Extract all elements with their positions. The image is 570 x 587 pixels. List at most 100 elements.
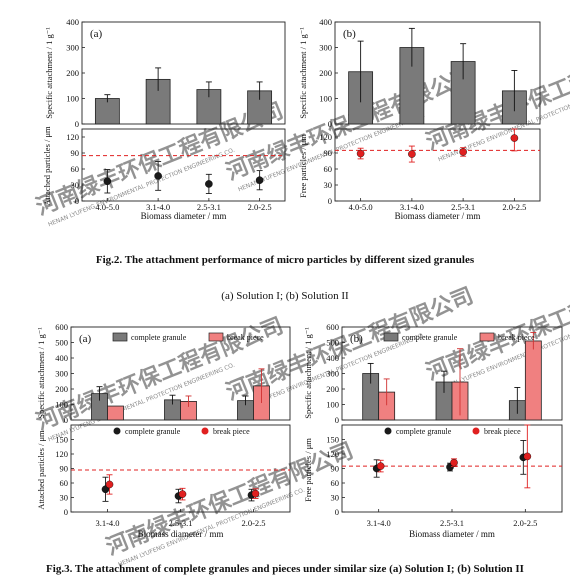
top-y-tick-label: 0 [75, 119, 79, 129]
x-axis-label: Biomass diameter / mm [141, 211, 227, 221]
panel-label: (a) [79, 333, 92, 345]
x-tick-label: 2.5-3.1 [168, 518, 192, 528]
chart-fig3a: (a) 0 100 200 300 400 500 600 0 30 60 90 120 150 Speci… [36, 322, 291, 539]
data-point [154, 172, 162, 180]
top-y-tick-label: 300 [319, 43, 332, 53]
data-point [510, 134, 519, 142]
top-y-tick-label: 100 [326, 400, 339, 410]
x-tick-label: 4.0-5.0 [349, 202, 373, 212]
data-point [356, 149, 365, 158]
x-tick-label: 2.0-2.5 [248, 202, 272, 212]
data-point [178, 490, 187, 498]
chart-fig2a: (a) 0 100 200 300 400 0 30 60 90 120 Specific attac… [42, 17, 286, 221]
top-y-tick-label: 100 [55, 400, 68, 410]
bottom-y-tick-label: 90 [331, 464, 340, 474]
x-axis-label: Biomass diameter / mm [138, 529, 224, 539]
fig2-subcaption: (a) Solution I; (b) Solution II [221, 290, 349, 302]
bottom-y-tick-label: 0 [75, 196, 79, 206]
legend-label-complete: complete granule [125, 427, 181, 436]
bottom-y-tick-label: 60 [331, 478, 340, 488]
top-y-tick-label: 200 [326, 384, 339, 394]
x-tick-label: 3.1-4.0 [146, 202, 170, 212]
legend-label-break: break piece [213, 427, 250, 436]
legend-point-complete [113, 427, 121, 435]
data-point [376, 462, 385, 470]
bottom-y-tick-label: 30 [331, 493, 340, 503]
bar [524, 340, 542, 421]
legend-swatch-break [479, 332, 495, 342]
top-y-tick-label: 400 [319, 17, 332, 27]
top-y-tick-label: 400 [326, 353, 339, 363]
bottom-y-tick-label: 60 [60, 478, 69, 488]
x-tick-label: 3.1-4.0 [95, 518, 119, 528]
data-point [251, 489, 260, 498]
legend-label-complete: complete granule [131, 333, 187, 342]
bottom-y-tick-label: 90 [60, 464, 69, 474]
top-y-axis-label: Specific attachment / 1 g⁻¹ [44, 27, 54, 119]
legend-label-break: break piece [227, 333, 264, 342]
bottom-y-tick-label: 60 [71, 164, 80, 174]
x-tick-label: 2.5-3.1 [451, 202, 475, 212]
legend-point-break [472, 427, 480, 435]
data-point [408, 150, 416, 158]
bottom-y-axis-label: Attached particles / μm [42, 126, 52, 206]
top-y-tick-label: 200 [66, 68, 79, 78]
data-point [103, 177, 112, 186]
bottom-y-axis-label: Attached particles / μm [36, 430, 46, 510]
top-y-tick-label: 300 [66, 43, 79, 53]
legend-swatch-break [208, 332, 224, 342]
bar [399, 47, 425, 125]
data-point [523, 452, 532, 461]
data-point [450, 458, 458, 467]
top-y-tick-label: 400 [55, 353, 68, 363]
legend-label-break: break piece [484, 427, 521, 436]
bottom-y-tick-label: 150 [326, 435, 339, 445]
panel-label: (b) [350, 333, 363, 345]
legend-label-complete: complete granule [396, 427, 452, 436]
top-y-tick-label: 500 [55, 338, 68, 348]
chart-fig3b: (b) 0 100 200 300 400 500 600 0 30 60 90 120 150 Speci… [303, 322, 563, 539]
bottom-y-tick-label: 0 [335, 507, 339, 517]
top-y-tick-label: 300 [55, 369, 68, 379]
bottom-y-axis-label: Free particles / μm [303, 438, 313, 502]
x-tick-label: 2.0-2.5 [513, 518, 537, 528]
top-y-tick-label: 100 [66, 94, 79, 104]
data-point [105, 480, 114, 489]
legend-point-break [201, 427, 209, 435]
bottom-y-tick-label: 90 [324, 148, 333, 158]
bottom-plot-frame [81, 128, 286, 202]
bottom-y-tick-label: 30 [324, 180, 333, 190]
bottom-plot-frame [334, 128, 541, 202]
bottom-y-tick-label: 120 [66, 132, 79, 142]
data-point [255, 176, 264, 184]
bottom-y-axis-label: Free particles / μm [298, 134, 308, 198]
data-point [205, 180, 213, 188]
bottom-y-tick-label: 120 [55, 449, 68, 459]
bottom-y-tick-label: 150 [55, 435, 68, 445]
top-y-tick-label: 100 [319, 94, 332, 104]
watermark-text: 河南绿丰环保工程有限公司 [103, 438, 358, 561]
x-tick-label: 2.5-3.1 [440, 518, 464, 528]
top-y-axis-label: Specific attachment / 1 g⁻¹ [36, 327, 46, 419]
top-y-tick-label: 200 [55, 384, 68, 394]
bottom-y-tick-label: 30 [71, 180, 80, 190]
bottom-y-tick-label: 0 [328, 196, 332, 206]
top-y-tick-label: 600 [55, 322, 68, 332]
bottom-y-tick-label: 0 [64, 507, 68, 517]
bottom-y-tick-label: 60 [324, 164, 333, 174]
legend-label-break: break piece [498, 333, 535, 342]
top-y-tick-label: 300 [326, 369, 339, 379]
panel-label: (b) [343, 28, 356, 40]
x-tick-label: 2.5-3.1 [197, 202, 221, 212]
top-y-axis-label: Specific attachment / 1 g⁻¹ [298, 27, 308, 119]
bar [107, 405, 124, 421]
x-tick-label: 3.1-4.0 [400, 202, 424, 212]
x-tick-label: 2.0-2.5 [241, 518, 265, 528]
x-tick-label: 3.1-4.0 [367, 518, 391, 528]
top-y-tick-label: 600 [326, 322, 339, 332]
bottom-y-tick-label: 120 [319, 132, 332, 142]
fig2-caption: Fig.2. The attachment performance of mic… [95, 254, 475, 266]
top-y-tick-label: 0 [328, 119, 332, 129]
